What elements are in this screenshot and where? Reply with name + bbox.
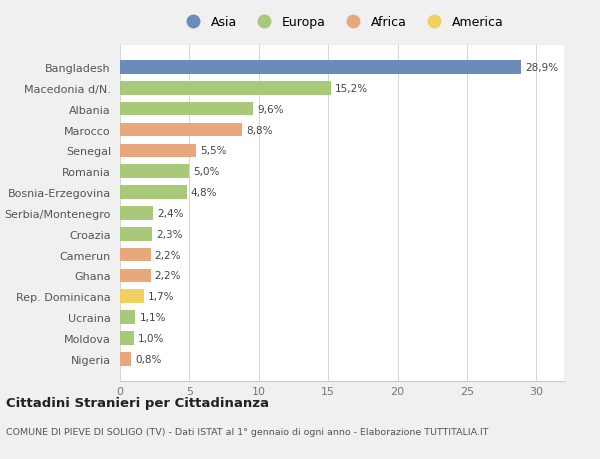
- Text: 2,2%: 2,2%: [155, 271, 181, 281]
- Text: Cittadini Stranieri per Cittadinanza: Cittadini Stranieri per Cittadinanza: [6, 396, 269, 409]
- Text: 2,2%: 2,2%: [155, 250, 181, 260]
- Bar: [120, 248, 151, 262]
- Bar: [120, 82, 331, 95]
- Text: 5,5%: 5,5%: [200, 146, 227, 156]
- Bar: [120, 61, 521, 75]
- Text: COMUNE DI PIEVE DI SOLIGO (TV) - Dati ISTAT al 1° gennaio di ogni anno - Elabora: COMUNE DI PIEVE DI SOLIGO (TV) - Dati IS…: [6, 427, 488, 436]
- Bar: [120, 186, 187, 199]
- Text: 1,7%: 1,7%: [148, 291, 174, 302]
- Text: 2,4%: 2,4%: [157, 208, 184, 218]
- Bar: [120, 123, 242, 137]
- Text: 28,9%: 28,9%: [525, 63, 558, 73]
- Bar: [120, 269, 151, 283]
- Legend: Asia, Europa, Africa, America: Asia, Europa, Africa, America: [178, 14, 506, 32]
- Bar: [120, 311, 135, 324]
- Bar: [120, 207, 154, 220]
- Text: 5,0%: 5,0%: [194, 167, 220, 177]
- Bar: [120, 331, 134, 345]
- Bar: [120, 103, 253, 116]
- Text: 2,3%: 2,3%: [156, 229, 182, 239]
- Text: 9,6%: 9,6%: [257, 105, 284, 114]
- Bar: [120, 144, 196, 158]
- Text: 15,2%: 15,2%: [335, 84, 368, 94]
- Text: 1,0%: 1,0%: [138, 333, 164, 343]
- Bar: [120, 290, 143, 303]
- Text: 4,8%: 4,8%: [191, 188, 217, 198]
- Text: 1,1%: 1,1%: [139, 313, 166, 322]
- Bar: [120, 165, 190, 179]
- Text: 8,8%: 8,8%: [246, 125, 273, 135]
- Bar: [120, 352, 131, 366]
- Bar: [120, 228, 152, 241]
- Text: 0,8%: 0,8%: [135, 354, 161, 364]
